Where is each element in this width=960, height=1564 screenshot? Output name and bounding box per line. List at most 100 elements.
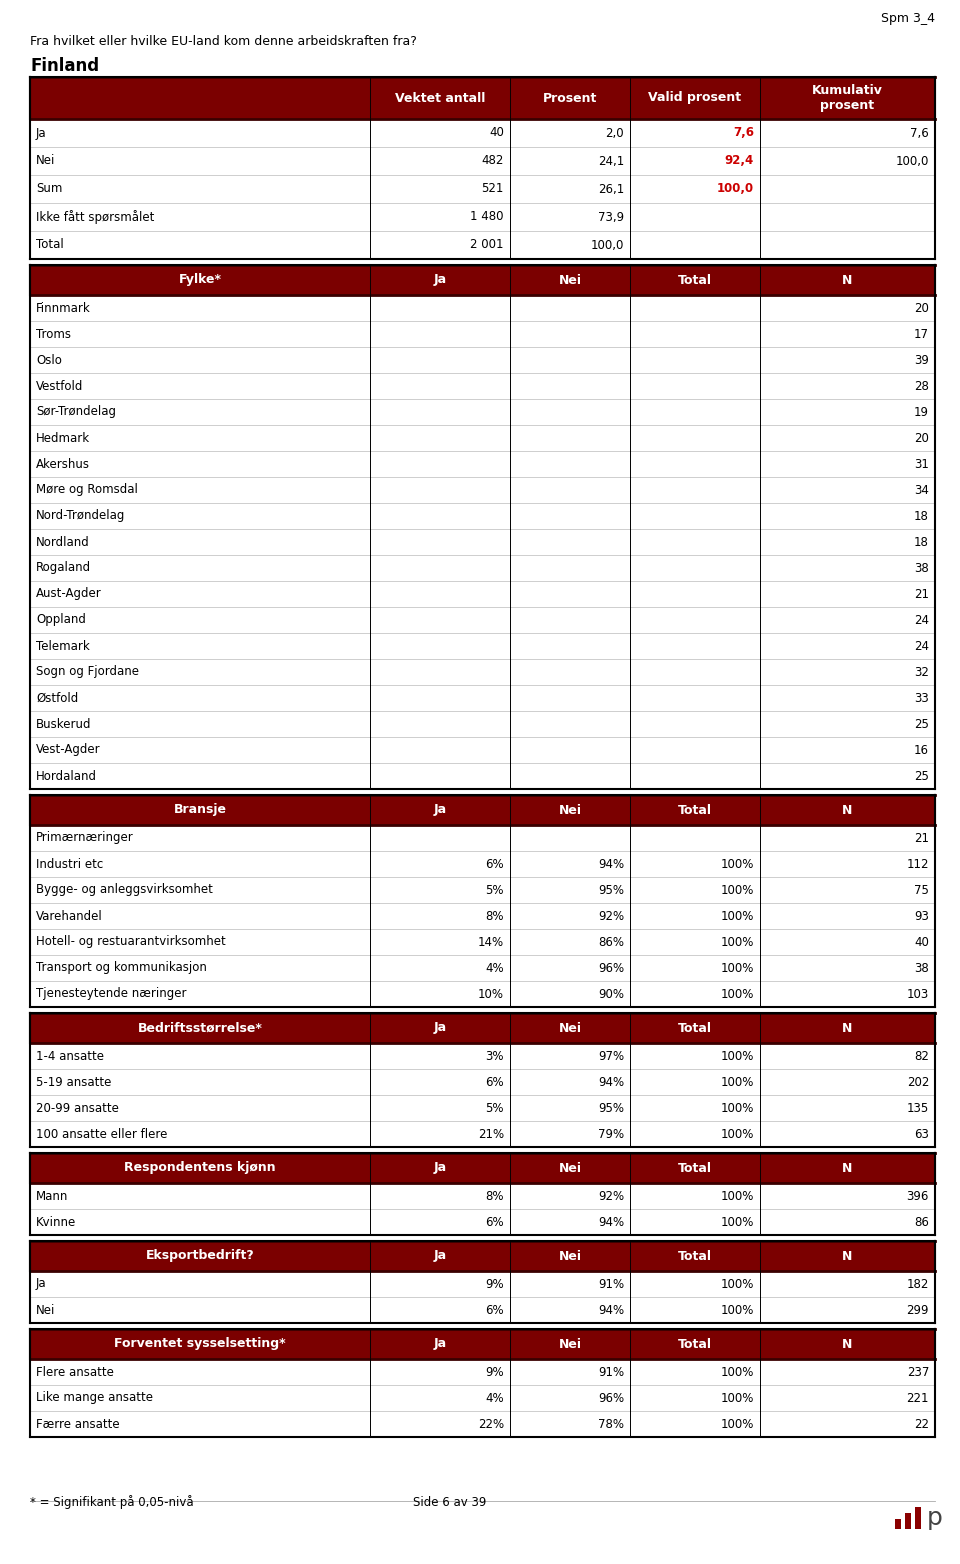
Text: 18: 18 xyxy=(914,510,929,522)
Bar xyxy=(895,1519,901,1530)
Text: 7,6: 7,6 xyxy=(733,127,754,139)
Text: 521: 521 xyxy=(482,183,504,196)
Text: Buskerud: Buskerud xyxy=(36,718,91,730)
Text: Ja: Ja xyxy=(433,1250,446,1262)
Text: N: N xyxy=(842,804,852,816)
Text: Sogn og Fjordane: Sogn og Fjordane xyxy=(36,666,139,679)
Bar xyxy=(915,1508,921,1530)
Bar xyxy=(30,175,935,203)
Text: 299: 299 xyxy=(906,1303,929,1317)
Text: 25: 25 xyxy=(914,769,929,782)
Text: 100%: 100% xyxy=(721,1215,754,1228)
Text: Vestfold: Vestfold xyxy=(36,380,84,393)
Text: Fylke*: Fylke* xyxy=(179,274,222,286)
Text: Finnmark: Finnmark xyxy=(36,302,91,314)
Text: Primærnæringer: Primærnæringer xyxy=(36,832,133,845)
Text: 20: 20 xyxy=(914,432,929,444)
Text: Respondentens kjønn: Respondentens kjønn xyxy=(124,1162,276,1175)
Text: 100%: 100% xyxy=(721,910,754,923)
Text: 100%: 100% xyxy=(721,1128,754,1140)
Text: 40: 40 xyxy=(914,935,929,948)
Text: Like mange ansatte: Like mange ansatte xyxy=(36,1392,153,1404)
Text: Hordaland: Hordaland xyxy=(36,769,97,782)
Text: 34: 34 xyxy=(914,483,929,496)
Bar xyxy=(30,1272,935,1297)
Text: Total: Total xyxy=(678,804,712,816)
Text: Mann: Mann xyxy=(36,1190,68,1203)
Text: Sør-Trøndelag: Sør-Trøndelag xyxy=(36,405,116,419)
Text: Finland: Finland xyxy=(30,56,99,75)
Text: 396: 396 xyxy=(906,1190,929,1203)
Text: Flere ansatte: Flere ansatte xyxy=(36,1365,114,1378)
Text: 100%: 100% xyxy=(721,1392,754,1404)
Text: Ja: Ja xyxy=(36,1278,47,1290)
Text: N: N xyxy=(842,274,852,286)
Text: 28: 28 xyxy=(914,380,929,393)
Bar xyxy=(30,877,935,902)
Text: Færre ansatte: Færre ansatte xyxy=(36,1417,120,1431)
Text: 100,0: 100,0 xyxy=(717,183,754,196)
Text: Rogaland: Rogaland xyxy=(36,561,91,574)
Text: Nei: Nei xyxy=(559,1162,582,1175)
Bar xyxy=(30,1013,935,1043)
Text: 95%: 95% xyxy=(598,884,624,896)
Text: 5%: 5% xyxy=(486,884,504,896)
Text: 8%: 8% xyxy=(486,1190,504,1203)
Text: 4%: 4% xyxy=(486,962,504,974)
Bar xyxy=(30,203,935,231)
Bar xyxy=(30,555,935,580)
Bar xyxy=(30,902,935,929)
Text: 100%: 100% xyxy=(721,1076,754,1089)
Text: 91%: 91% xyxy=(598,1365,624,1378)
Text: 182: 182 xyxy=(906,1278,929,1290)
Bar xyxy=(30,658,935,685)
Bar xyxy=(30,824,935,851)
Text: 26,1: 26,1 xyxy=(598,183,624,196)
Text: 100%: 100% xyxy=(721,962,754,974)
Text: 14%: 14% xyxy=(478,935,504,948)
Bar xyxy=(30,795,935,824)
Text: Industri etc: Industri etc xyxy=(36,857,104,871)
Bar xyxy=(30,851,935,877)
Text: Oslo: Oslo xyxy=(36,353,61,366)
Text: 96%: 96% xyxy=(598,962,624,974)
Bar xyxy=(30,399,935,425)
Text: N: N xyxy=(842,1250,852,1262)
Text: 32: 32 xyxy=(914,666,929,679)
Text: 6%: 6% xyxy=(486,857,504,871)
Bar xyxy=(30,763,935,788)
Text: Akershus: Akershus xyxy=(36,458,90,471)
Text: Nordland: Nordland xyxy=(36,535,89,549)
Text: 100%: 100% xyxy=(721,1190,754,1203)
Text: Nei: Nei xyxy=(559,1337,582,1350)
Text: Ja: Ja xyxy=(36,127,47,139)
Text: 86%: 86% xyxy=(598,935,624,948)
Text: 100 ansatte eller flere: 100 ansatte eller flere xyxy=(36,1128,167,1140)
Text: N: N xyxy=(842,1021,852,1034)
Text: Telemark: Telemark xyxy=(36,640,89,652)
Text: * = Signifikant på 0,05-nivå: * = Signifikant på 0,05-nivå xyxy=(30,1495,194,1509)
Bar xyxy=(30,119,935,147)
Text: Troms: Troms xyxy=(36,327,71,341)
Text: 24: 24 xyxy=(914,613,929,627)
Text: 9%: 9% xyxy=(486,1278,504,1290)
Bar xyxy=(30,296,935,321)
Bar xyxy=(30,1297,935,1323)
Text: Møre og Romsdal: Møre og Romsdal xyxy=(36,483,138,496)
Text: Eksportbedrift?: Eksportbedrift? xyxy=(146,1250,254,1262)
Text: Aust-Agder: Aust-Agder xyxy=(36,588,102,601)
Text: Nei: Nei xyxy=(559,1250,582,1262)
Bar xyxy=(30,1121,935,1146)
Text: 6%: 6% xyxy=(486,1303,504,1317)
Bar xyxy=(30,929,935,956)
Bar xyxy=(30,981,935,1007)
Text: Nei: Nei xyxy=(559,804,582,816)
Bar xyxy=(30,77,935,119)
Text: 100%: 100% xyxy=(721,1101,754,1115)
Text: Nei: Nei xyxy=(559,274,582,286)
Text: 100%: 100% xyxy=(721,935,754,948)
Text: Fra hvilket eller hvilke EU-land kom denne arbeidskraften fra?: Fra hvilket eller hvilke EU-land kom den… xyxy=(30,34,417,48)
Text: 22%: 22% xyxy=(478,1417,504,1431)
Text: 22: 22 xyxy=(914,1417,929,1431)
Text: 3%: 3% xyxy=(486,1049,504,1062)
